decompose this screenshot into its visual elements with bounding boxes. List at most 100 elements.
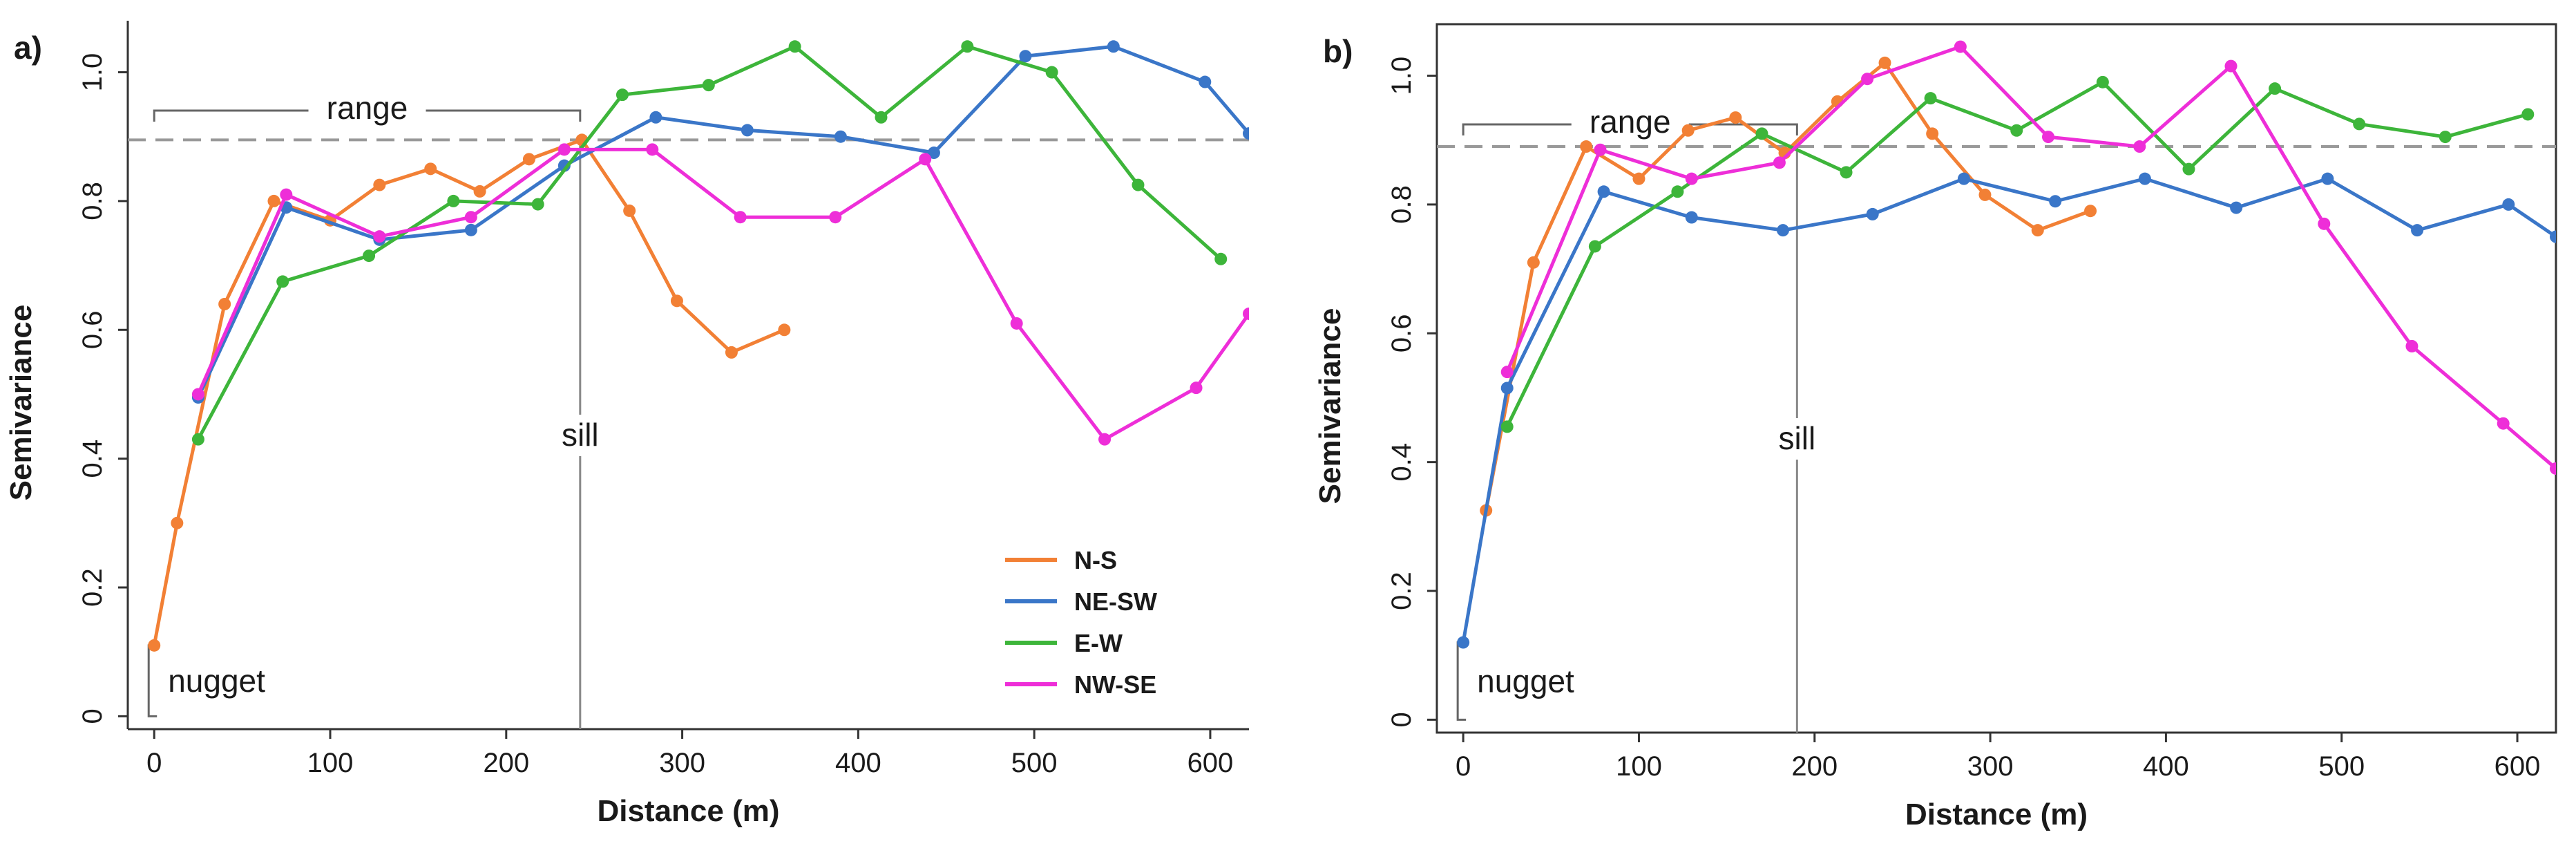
data-point-N-S xyxy=(473,185,486,198)
data-point-NW-SE xyxy=(191,388,204,401)
data-point-NE-SW xyxy=(1597,185,1610,198)
x-tick-label: 600 xyxy=(1187,748,1234,778)
sill-label-backing xyxy=(1766,418,1829,460)
data-point-N-S xyxy=(1681,124,1695,137)
data-point-NE-SW xyxy=(1685,211,1698,224)
data-point-NW-SE xyxy=(1773,156,1786,169)
data-point-NW-SE xyxy=(1861,73,1874,86)
x-tick-label: 300 xyxy=(1967,751,2014,782)
data-point-N-S xyxy=(171,516,184,529)
data-point-E-W xyxy=(875,111,888,124)
data-point-NW-SE xyxy=(464,211,477,224)
x-tick-label: 200 xyxy=(1791,751,1838,782)
y-tick-label: 0.8 xyxy=(77,182,108,220)
data-point-N-S xyxy=(148,639,161,652)
x-tick-label: 300 xyxy=(659,748,705,778)
data-point-NW-SE xyxy=(2405,339,2418,352)
data-point-N-S xyxy=(623,204,636,217)
data-point-E-W xyxy=(1671,185,1684,198)
x-axis-label: Distance (m) xyxy=(1905,798,2088,831)
nugget-label: nugget xyxy=(1477,663,1574,699)
series-line-N-S xyxy=(152,138,785,646)
x-tick-label: 100 xyxy=(307,748,354,778)
data-point-NW-SE xyxy=(2042,131,2055,144)
x-tick-label: 200 xyxy=(483,748,529,778)
data-point-NW-SE xyxy=(2497,417,2510,430)
data-point-E-W xyxy=(2353,117,2366,131)
axes xyxy=(1435,23,2557,734)
chart-panel-b: 0 100 200 300 400 500 600 0 0.2 0.4 0.6 0.8 1.0 Dista… xyxy=(1313,23,2557,831)
data-point-NE-SW xyxy=(2411,224,2424,237)
y-tick-label: 1.0 xyxy=(77,53,108,92)
sill-label: sill xyxy=(562,417,599,453)
y-tick-label: 0.6 xyxy=(1386,314,1417,352)
y-axis-label: Semivariance xyxy=(4,305,38,501)
data-point-E-W xyxy=(1840,166,1853,179)
data-point-NE-SW xyxy=(1457,636,1470,649)
range-label-backing xyxy=(308,83,426,122)
sill-label-backing xyxy=(548,415,611,456)
y-tick-label: 0.8 xyxy=(1386,185,1417,224)
range-label: range xyxy=(1590,104,1671,140)
data-point-NW-SE xyxy=(373,230,386,243)
data-point-NE-SW xyxy=(1199,75,1212,88)
data-point-NE-SW xyxy=(2550,230,2556,243)
data-point-NW-SE xyxy=(734,211,747,224)
data-point-NE-SW xyxy=(1957,172,1970,185)
x-tick-label: 0 xyxy=(1456,751,1471,782)
x-tick-label: 500 xyxy=(1011,748,1058,778)
nugget-bracket xyxy=(1456,641,1467,721)
data-point-NW-SE xyxy=(1594,143,1607,156)
y-tick-label: 0 xyxy=(77,708,108,724)
data-point-E-W xyxy=(1045,66,1058,79)
data-point-E-W xyxy=(1588,240,1601,253)
data-point-N-S xyxy=(1729,111,1742,124)
data-point-N-S xyxy=(2084,205,2097,218)
data-point-NE-SW xyxy=(927,147,940,160)
x-tick-label: 400 xyxy=(2143,751,2189,782)
data-point-NE-SW xyxy=(2138,172,2151,185)
y-tick-label: 0.2 xyxy=(1386,572,1417,610)
data-point-NW-SE xyxy=(557,143,571,156)
data-point-N-S xyxy=(1580,140,1593,153)
data-point-E-W xyxy=(1500,420,1514,433)
y-tick-label: 0.6 xyxy=(77,310,108,349)
x-axis-label: Distance (m) xyxy=(597,794,779,828)
data-point-NW-SE xyxy=(1954,40,1967,53)
data-point-NW-SE xyxy=(2318,217,2331,230)
legend-label-NW-SE: NW-SE xyxy=(1074,670,1156,699)
data-point-NW-SE xyxy=(1190,382,1203,395)
data-point-NE-SW xyxy=(464,223,477,236)
data-point-NE-SW xyxy=(2502,198,2515,211)
x-tick-label: 500 xyxy=(2318,751,2365,782)
data-point-NE-SW xyxy=(2321,172,2334,185)
data-point-NW-SE xyxy=(280,188,293,201)
data-point-E-W xyxy=(2439,131,2452,144)
data-point-N-S xyxy=(522,153,535,166)
axes xyxy=(126,21,1249,731)
data-point-N-S xyxy=(267,194,280,207)
data-point-E-W xyxy=(276,275,289,288)
series-group xyxy=(1457,40,2556,649)
series-group xyxy=(148,40,1249,652)
y-tick-label: 0 xyxy=(1386,712,1417,727)
data-point-NE-SW xyxy=(1866,207,1879,220)
y-axis-label: Semivariance xyxy=(1313,308,1347,505)
data-point-E-W xyxy=(2096,75,2109,88)
data-point-E-W xyxy=(531,198,544,211)
data-point-NW-SE xyxy=(1098,433,1112,446)
data-point-N-S xyxy=(1878,56,1891,69)
data-point-NE-SW xyxy=(1019,50,1032,63)
data-point-N-S xyxy=(1632,172,1645,185)
data-point-NE-SW xyxy=(1500,382,1514,395)
data-point-E-W xyxy=(788,40,801,53)
data-point-E-W xyxy=(1755,127,1768,140)
panel-label: a) xyxy=(14,30,42,66)
legend-label-NE-SW: NE-SW xyxy=(1074,587,1157,616)
legend: N-S NE-SW E-W NW-SE xyxy=(1005,546,1157,699)
nugget-bracket xyxy=(147,644,158,717)
data-point-E-W xyxy=(1214,252,1228,265)
data-point-E-W xyxy=(616,88,629,102)
data-point-N-S xyxy=(2031,224,2044,237)
panel-label: b) xyxy=(1323,33,1353,69)
